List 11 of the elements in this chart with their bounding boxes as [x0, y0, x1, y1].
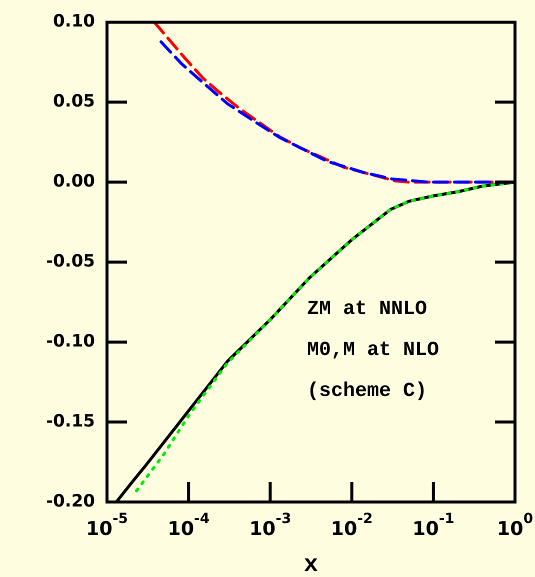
y-tick-label: -0.10 — [46, 331, 96, 352]
y-tick-label: -0.05 — [46, 252, 95, 272]
annotation: ZM at NNLO — [307, 298, 428, 322]
y-tick-label: -0.20 — [46, 491, 96, 512]
y-tick-label: 0.00 — [53, 172, 96, 192]
y-tick-label: 0.05 — [53, 92, 95, 112]
annotation: (scheme C) — [307, 380, 428, 404]
annotation: M0,M at NLO — [307, 339, 440, 362]
x-axis-title: x — [304, 552, 318, 577]
y-tick-label: -0.15 — [46, 411, 95, 432]
y-tick-label: 0.10 — [53, 12, 96, 32]
